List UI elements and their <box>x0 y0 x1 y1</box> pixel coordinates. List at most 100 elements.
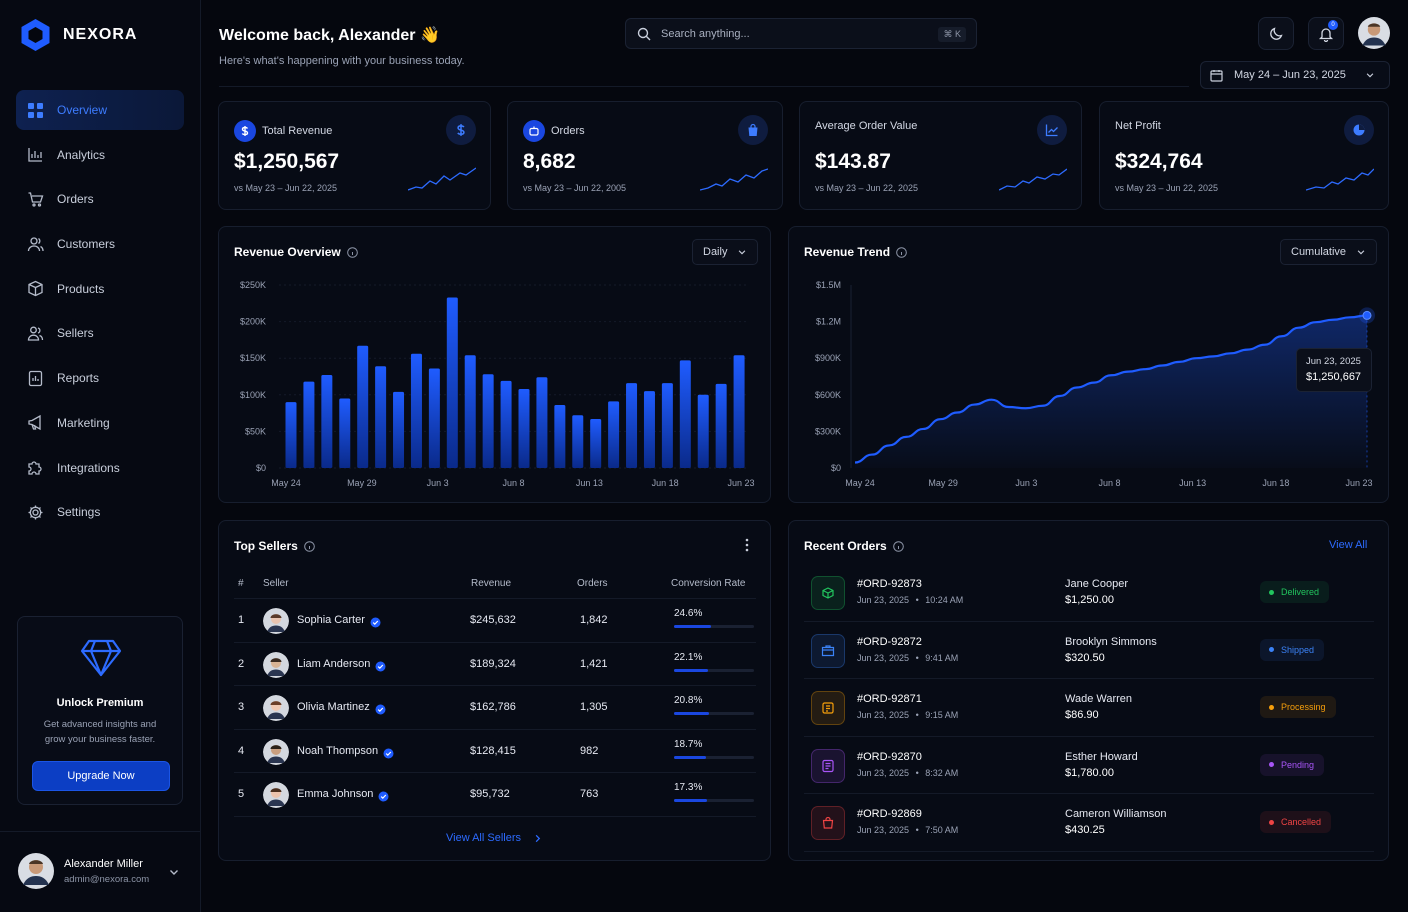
order-id[interactable]: #ORD-92870 <box>857 750 922 763</box>
sidebar-item-overview[interactable]: Overview <box>16 90 184 130</box>
seller-revenue: $245,632 <box>470 614 516 626</box>
grid-icon <box>28 102 43 118</box>
stat-card-average-order-value[interactable]: Average Order Value $143.87 vs May 23 – … <box>799 101 1082 210</box>
order-id[interactable]: #ORD-92873 <box>857 578 922 590</box>
column-header[interactable]: Revenue <box>471 578 512 589</box>
table-row[interactable]: 5 Emma Johnson $95,732 763 17.3% <box>234 773 756 817</box>
seller-revenue: $128,415 <box>470 744 516 757</box>
stat-card-net-profit[interactable]: Net Profit $324,764 vs May 23 – Jun 22, … <box>1099 101 1389 210</box>
date-range-picker[interactable]: May 24 – Jun 23, 2025 <box>1200 61 1390 89</box>
view-all-orders-link[interactable]: View All <box>1329 539 1368 551</box>
upgrade-button[interactable]: Upgrade Now <box>32 761 170 791</box>
sidebar: NEXORA Overview Analytics Orders Custome… <box>0 0 201 912</box>
theme-toggle-button[interactable] <box>1258 17 1294 50</box>
area-fill <box>855 315 1367 468</box>
brand[interactable]: NEXORA <box>20 18 137 52</box>
bar <box>357 345 369 468</box>
user-group-icon <box>27 326 44 341</box>
conversion-bar <box>674 755 754 759</box>
stat-title: Total Revenue <box>234 120 332 142</box>
sidebar-item-marketing[interactable]: Marketing <box>16 403 184 443</box>
sidebar-item-reports[interactable]: Reports <box>16 358 184 398</box>
status-badge: Pending <box>1260 753 1325 776</box>
conversion-bar <box>674 668 754 672</box>
sidebar-item-label: Orders <box>57 192 94 207</box>
bar <box>464 355 476 468</box>
premium-description: Get advanced insights and grow your busi… <box>43 719 157 745</box>
column-header[interactable]: Conversion Rate <box>671 578 746 589</box>
seller-name[interactable]: Emma Johnson <box>297 788 374 801</box>
column-header[interactable]: Orders <box>577 578 608 589</box>
bar <box>500 380 512 468</box>
list-item[interactable]: #ORD-92871 Jun 23, 2025 • 9:15 AM Wade W… <box>804 679 1374 737</box>
more-options-icon[interactable] <box>743 538 751 552</box>
order-datetime: Jun 23, 2025 • 7:50 AM <box>857 825 958 835</box>
stat-card-total-revenue[interactable]: Total Revenue $1,250,567 vs May 23 – Jun… <box>218 101 491 210</box>
revenue-overview-panel: Revenue Overview Daily $0 $50K $100K $150K $… <box>218 226 771 503</box>
brand-name: NEXORA <box>63 26 138 43</box>
search-bar[interactable]: ⌘ K <box>625 18 977 49</box>
gear-icon <box>28 505 43 520</box>
revenue-mode-select[interactable]: Cumulative <box>1280 239 1378 265</box>
column-header: # <box>238 578 244 589</box>
y-tick-label: $200K <box>240 317 266 327</box>
sidebar-item-sellers[interactable]: Sellers <box>16 313 184 353</box>
chevron-down-icon[interactable] <box>168 866 180 878</box>
list-item[interactable]: #ORD-92869 Jun 23, 2025 • 7:50 AM Camero… <box>804 794 1374 852</box>
search-icon <box>637 27 651 40</box>
search-input[interactable] <box>661 27 931 40</box>
seller-conversion-rate: 17.3% <box>674 782 703 794</box>
premium-card: Unlock Premium Get advanced insights and… <box>17 616 183 805</box>
revenue-period-select[interactable]: Daily <box>692 239 759 265</box>
seller-name[interactable]: Olivia Martinez <box>297 701 370 714</box>
status-label: Processing <box>1281 702 1326 713</box>
x-tick-label: May 24 <box>271 478 301 488</box>
seller-rank: 2 <box>238 657 245 670</box>
sidebar-item-integrations[interactable]: Integrations <box>16 448 184 488</box>
order-id[interactable]: #ORD-92869 <box>857 808 922 821</box>
info-icon[interactable] <box>303 540 315 552</box>
sidebar-item-orders[interactable]: Orders <box>16 179 184 219</box>
info-icon[interactable] <box>896 246 907 258</box>
sidebar-item-analytics[interactable]: Analytics <box>16 135 184 175</box>
sidebar-item-products[interactable]: Products <box>16 269 184 309</box>
list-item[interactable]: #ORD-92873 Jun 23, 2025 • 10:24 AM Jane … <box>804 564 1374 622</box>
seller-name[interactable]: Liam Anderson <box>297 657 371 670</box>
stat-card-orders[interactable]: Orders 8,682 vs May 23 – Jun 22, 2005 <box>507 101 783 210</box>
order-amount: $1,250.00 <box>1065 594 1114 606</box>
y-tick-label: $150K <box>240 353 266 363</box>
info-icon[interactable] <box>892 540 904 552</box>
status-label: Shipped <box>1281 644 1315 655</box>
seller-name[interactable]: Noah Thompson <box>297 744 379 757</box>
table-row[interactable]: 2 Liam Anderson $189,324 1,421 22.1% <box>234 643 756 687</box>
bar <box>643 391 655 468</box>
column-header[interactable]: Seller <box>263 578 289 589</box>
table-row[interactable]: 3 Olivia Martinez $162,786 1,305 20.8% <box>234 686 756 730</box>
order-id[interactable]: #ORD-92872 <box>857 635 922 648</box>
user-profile[interactable]: Alexander Miller admin@nexora.com <box>18 853 149 889</box>
package-icon <box>811 576 845 610</box>
order-time: 8:32 AM <box>925 767 959 778</box>
list-item[interactable]: #ORD-92870 Jun 23, 2025 • 8:32 AM Esther… <box>804 737 1374 795</box>
header-avatar[interactable] <box>1358 17 1390 49</box>
order-datetime: Jun 23, 2025 • 9:15 AM <box>857 710 958 720</box>
order-amount: $1,780.00 <box>1065 766 1114 779</box>
view-all-sellers-link[interactable]: View All Sellers <box>446 832 542 844</box>
bag-icon <box>811 806 845 841</box>
order-id[interactable]: #ORD-92871 <box>857 693 922 706</box>
sidebar-item-customers[interactable]: Customers <box>16 224 184 264</box>
seller-name[interactable]: Sophia Carter <box>297 614 365 626</box>
notifications-button[interactable]: 0 <box>1308 17 1344 50</box>
stat-comparison: vs May 23 – Jun 22, 2025 <box>815 183 919 193</box>
sidebar-item-label: Products <box>57 281 105 296</box>
notification-badge: 0 <box>1328 20 1338 30</box>
conversion-bar-fill <box>674 625 711 628</box>
status-dot <box>1269 589 1274 595</box>
info-icon[interactable] <box>346 246 358 258</box>
table-row[interactable]: 4 Noah Thompson $128,415 982 18.7% <box>234 730 756 774</box>
list-item[interactable]: #ORD-92872 Jun 23, 2025 • 9:41 AM Brookl… <box>804 622 1374 680</box>
x-tick-label: Jun 13 <box>576 478 603 488</box>
table-row[interactable]: 1 Sophia Carter $245,632 1,842 24.6% <box>234 599 756 643</box>
sidebar-item-settings[interactable]: Settings <box>16 492 184 532</box>
status-badge: Shipped <box>1260 638 1325 661</box>
